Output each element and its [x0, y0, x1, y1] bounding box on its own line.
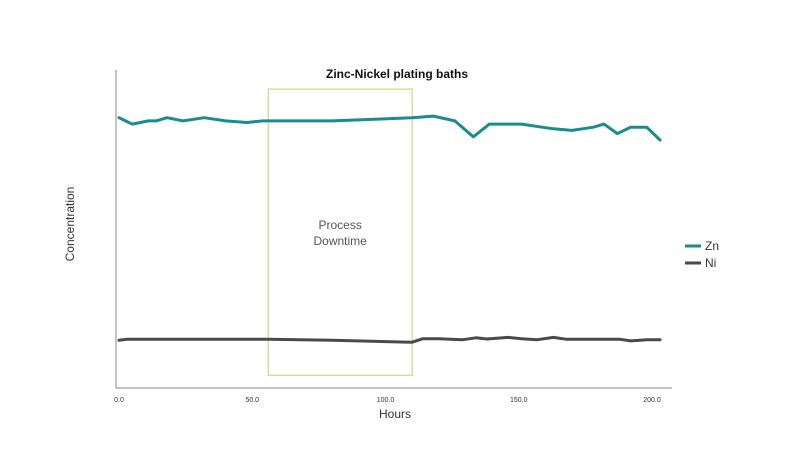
x-tick-label: 0.0 — [114, 397, 124, 404]
legend-label-zn: Zn — [705, 239, 719, 253]
x-tick-labels: 0.0 50.0 100.0 150.0 200.0 — [114, 397, 661, 404]
x-axis-label: Hours — [379, 407, 411, 421]
series-line-zn — [117, 114, 662, 142]
downtime-box — [267, 88, 413, 376]
x-tick-label: 150.0 — [510, 397, 528, 404]
legend: Zn Ni — [685, 239, 719, 270]
y-axis-label: Concentration — [63, 187, 77, 262]
x-tick-label: 50.0 — [245, 397, 259, 404]
plot-area: Process Downtime — [117, 88, 662, 376]
downtime-label-line2: Downtime — [314, 234, 368, 248]
x-tick-label: 200.0 — [643, 397, 661, 404]
series-line-ni — [117, 335, 662, 344]
chart-title: Zinc-Nickel plating baths — [326, 67, 468, 81]
downtime-label-line1: Process — [319, 218, 362, 232]
legend-label-ni: Ni — [705, 256, 716, 270]
x-tick-label: 100.0 — [377, 397, 395, 404]
